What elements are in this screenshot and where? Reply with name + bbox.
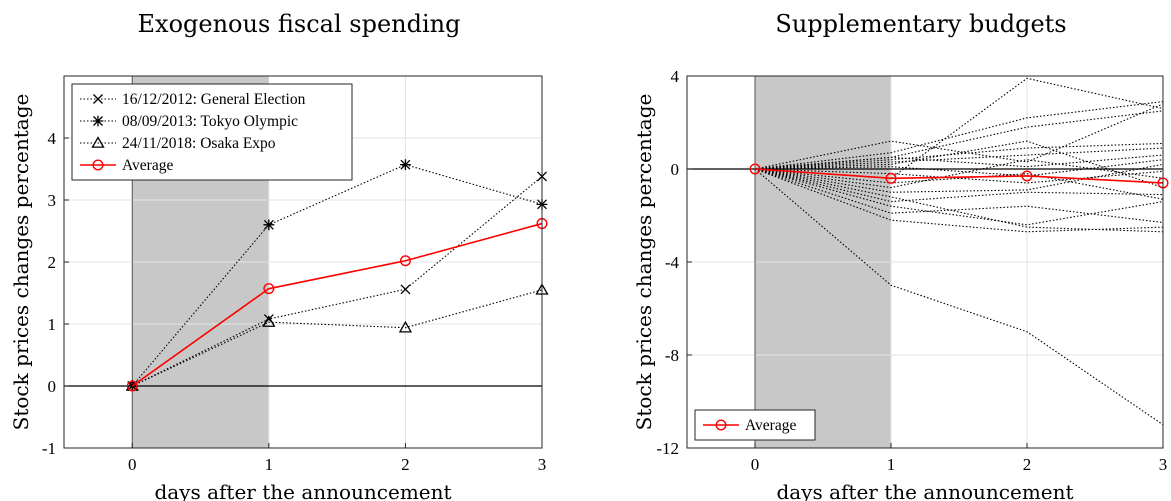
series-line <box>754 77 1164 179</box>
x-axis-label: days after the announcement <box>776 480 1073 501</box>
series-3 <box>754 101 1164 170</box>
data-point <box>263 219 275 231</box>
series-9 <box>754 159 1164 177</box>
series-line <box>131 164 543 387</box>
series-line <box>754 110 1164 170</box>
data-point <box>263 283 275 295</box>
series-line <box>754 101 1164 170</box>
series-line <box>754 168 1164 203</box>
data-point <box>262 315 276 327</box>
y-tick-label: 4 <box>48 129 57 148</box>
y-tick-label: -1 <box>42 439 56 458</box>
x-axis-label: days after the announcement <box>154 480 451 501</box>
chart-panel-2: Supplementary budgets 0 1 2 3 -12 -8 -4 0 4 days a… <box>632 10 1169 501</box>
data-point <box>749 163 761 175</box>
series-6 <box>754 147 1164 170</box>
series-line <box>754 168 1164 224</box>
y-axis-label: Stock prices changes percentage <box>632 94 656 431</box>
series-13 <box>754 168 1164 203</box>
chart-title: Exogenous fiscal spending <box>138 10 461 38</box>
series-5 <box>754 142 1164 170</box>
x-tick-label: 1 <box>265 455 274 474</box>
data-point <box>400 159 411 171</box>
series-4 <box>754 110 1164 170</box>
series-line <box>132 289 543 387</box>
chart-panel-1: Exogenous fiscal spending 0 1 2 3 -1 0 1 2 3 4 days… <box>9 10 549 501</box>
legend-label: 16/12/2012: General Election <box>122 91 306 108</box>
series-line <box>754 147 1164 170</box>
data-point <box>885 172 897 184</box>
data-point <box>1021 170 1033 182</box>
legend: 16/12/2012: General Election 08/09/2013: … <box>71 83 353 181</box>
series-line <box>132 176 543 387</box>
series-line <box>754 168 1164 184</box>
x-tick-label: 2 <box>401 455 410 474</box>
data-point <box>399 255 411 267</box>
x-tick-label: 3 <box>1159 455 1168 474</box>
legend-marker <box>715 419 727 431</box>
series-2 <box>754 103 1164 170</box>
y-tick-label: -8 <box>665 346 679 365</box>
y-tick-label: 2 <box>48 253 57 272</box>
series-line <box>754 168 1164 226</box>
y-tick-label: 3 <box>48 191 57 210</box>
x-tick-label: 1 <box>887 455 896 474</box>
legend-label: 08/09/2013: Tokyo Olympic <box>122 113 298 130</box>
x-tick-label: 3 <box>538 455 547 474</box>
legend-marker <box>91 136 105 148</box>
legend-marker <box>93 94 103 104</box>
legend-label: Average <box>745 417 796 434</box>
chart-title: Supplementary budgets <box>775 10 1066 38</box>
data-point <box>126 380 138 392</box>
x-tick-label: 0 <box>751 455 760 474</box>
y-tick-label: -12 <box>656 439 679 458</box>
legend-label: 24/11/2018: Osaka Expo <box>122 135 276 152</box>
series-16 <box>754 168 1164 233</box>
y-axis-label: Stock prices changes percentage <box>9 94 33 431</box>
y-tick-label: 1 <box>48 315 57 334</box>
series-12 <box>754 163 1164 193</box>
legend-marker <box>92 159 104 171</box>
y-tick-label: 0 <box>671 160 680 179</box>
legend-label: Average <box>122 157 173 174</box>
x-tick-label: 0 <box>128 455 137 474</box>
legend-box <box>71 83 353 181</box>
series-line <box>131 222 543 387</box>
x-tick-label: 2 <box>1023 455 1032 474</box>
y-tick-label: -4 <box>665 253 680 272</box>
series-line <box>754 103 1164 170</box>
series-11 <box>754 159 1164 189</box>
series-line <box>754 159 1164 177</box>
y-tick-label: 0 <box>48 377 57 396</box>
legend-marker <box>92 115 104 127</box>
legend: Average <box>694 409 816 441</box>
series-line <box>754 142 1164 170</box>
series-1 <box>754 77 1164 179</box>
series-15 <box>754 168 1164 224</box>
series-line <box>754 168 1164 233</box>
series-line <box>754 163 1164 193</box>
series-line <box>754 159 1164 189</box>
y-tick-label: 4 <box>671 67 680 86</box>
series-14 <box>754 168 1164 226</box>
data-point <box>400 284 411 295</box>
data-point <box>398 320 413 333</box>
